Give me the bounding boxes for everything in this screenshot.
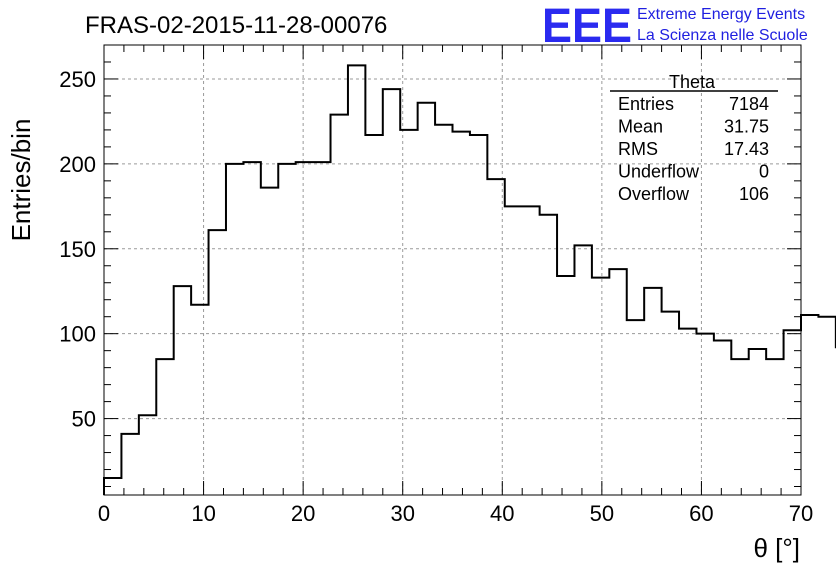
stats-label-mean: Mean: [618, 117, 663, 137]
stats-label-overflow: Overflow: [618, 184, 690, 204]
y-tick-label-2: 150: [59, 237, 96, 262]
stats-value-entries: 7184: [729, 94, 769, 114]
x-tick-label-1: 10: [191, 501, 215, 526]
y-tick-label-0: 50: [72, 407, 96, 432]
eee-logo: EEE Extreme Energy Events La Scienza nel…: [542, 0, 808, 53]
y-axis-title: Entries/bin: [6, 119, 36, 242]
x-axis-title: θ [°]: [753, 533, 800, 563]
stats-box: Theta Entries 7184 Mean 31.75 RMS 17.43 Underf…: [610, 72, 778, 204]
axis-ticks: [103, 44, 802, 495]
y-tick-label-4: 250: [59, 67, 96, 92]
logo-line-2: La Scienza nelle Scuole: [637, 27, 808, 44]
stats-value-overflow: 106: [739, 184, 769, 204]
x-tick-label-6: 60: [689, 501, 713, 526]
y-tick-labels: 50 100 150 200 250: [59, 67, 96, 432]
logo-mark: EEE: [542, 0, 632, 53]
y-tick-label-3: 200: [59, 152, 96, 177]
x-tick-label-7: 70: [789, 501, 813, 526]
logo-line-1: Extreme Energy Events: [637, 6, 805, 23]
stats-label-rms: RMS: [618, 139, 658, 159]
x-tick-label-0: 0: [98, 501, 110, 526]
stats-value-rms: 17.43: [724, 139, 769, 159]
stats-label-underflow: Underflow: [618, 162, 700, 182]
x-tick-label-4: 40: [490, 501, 514, 526]
stats-label-entries: Entries: [618, 94, 674, 114]
stats-title: Theta: [669, 72, 716, 92]
chart-title: FRAS-02-2015-11-28-00076: [85, 12, 387, 39]
stats-value-underflow: 0: [759, 162, 769, 182]
x-tick-label-2: 20: [291, 501, 315, 526]
x-tick-label-5: 50: [590, 501, 614, 526]
histogram-line: [103, 64, 836, 495]
y-tick-label-1: 100: [59, 322, 96, 347]
x-tick-labels: 0 10 20 30 40 50 60 70: [98, 501, 813, 526]
grid-lines: [104, 45, 801, 495]
x-tick-label-3: 30: [390, 501, 414, 526]
plot-frame: [103, 44, 802, 496]
stats-value-mean: 31.75: [724, 117, 769, 137]
